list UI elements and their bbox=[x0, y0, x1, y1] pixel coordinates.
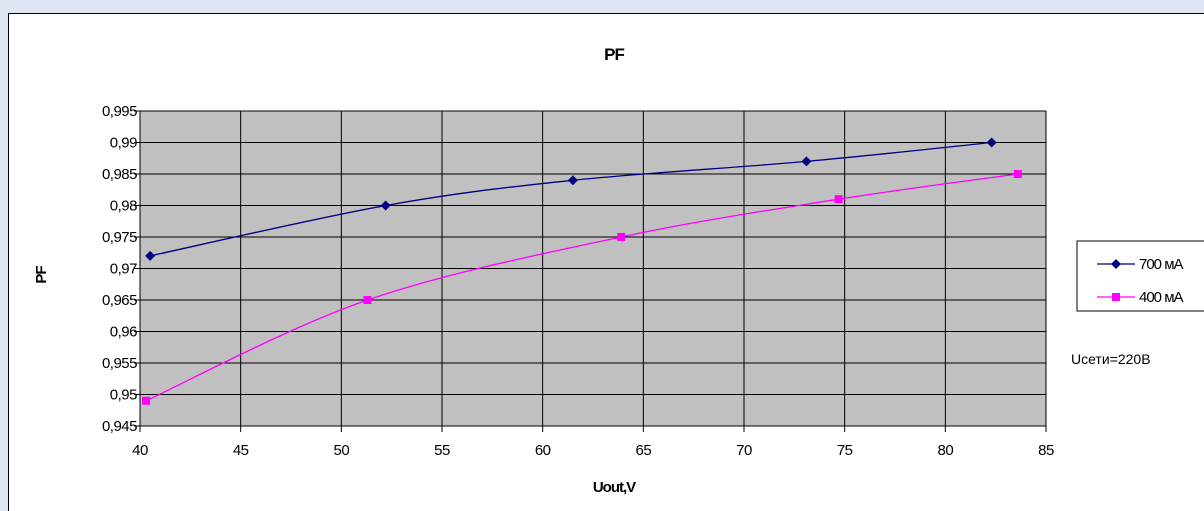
data-point bbox=[142, 396, 151, 405]
legend-label: 400 мА bbox=[1139, 289, 1184, 306]
y-tick-label: 0,99 bbox=[110, 135, 137, 152]
series-2 bbox=[142, 170, 1022, 405]
x-tick-label: 70 bbox=[736, 442, 752, 459]
y-tick-label: 0,955 bbox=[102, 355, 137, 372]
supply-voltage-note: Uсети=220В bbox=[1071, 351, 1151, 367]
chart-title: PF bbox=[604, 45, 624, 64]
x-tick-label: 60 bbox=[535, 442, 551, 459]
y-tick-label: 0,945 bbox=[102, 418, 137, 435]
y-tick-label: 0,97 bbox=[110, 261, 137, 278]
chart-container: 40 45 50 55 60 65 70 75 80 85 0,945 0,95 0,955 0,96 0,… bbox=[8, 13, 1204, 511]
legend-box bbox=[1076, 240, 1204, 312]
legend-items: 700 мА 400 мА bbox=[1097, 256, 1185, 306]
data-point bbox=[801, 156, 812, 167]
y-tick-label: 0,985 bbox=[102, 166, 137, 183]
x-tick-label: 75 bbox=[837, 442, 853, 459]
x-tick-label: 45 bbox=[233, 442, 249, 459]
y-tick-label: 0,98 bbox=[110, 198, 137, 215]
y-tick-label: 0,96 bbox=[110, 324, 137, 341]
x-axis-title: Uout,V bbox=[593, 479, 636, 496]
chart-svg: 40 45 50 55 60 65 70 75 80 85 0,945 0,95 0,955 0,96 0,… bbox=[33, 45, 1204, 496]
series-1 bbox=[145, 137, 997, 261]
data-point bbox=[617, 233, 626, 241]
data-point bbox=[1013, 170, 1022, 178]
x-tick-label: 85 bbox=[1038, 442, 1054, 459]
y-tick-label: 0,965 bbox=[102, 292, 137, 309]
y-axis-title: PF bbox=[33, 266, 50, 284]
axes bbox=[134, 110, 1047, 432]
legend: 700 мА 400 мА bbox=[1076, 240, 1204, 312]
x-tick-label: 50 bbox=[333, 442, 349, 459]
tick-labels: 40 45 50 55 60 65 70 75 80 85 0,945 0,95 0,955 0,96 0,… bbox=[102, 103, 1055, 459]
series-layer bbox=[142, 137, 1022, 405]
series-line bbox=[145, 173, 1018, 402]
data-point bbox=[145, 250, 156, 261]
x-tick-label: 80 bbox=[937, 442, 953, 459]
legend-label: 700 мА bbox=[1139, 256, 1184, 273]
data-point bbox=[834, 195, 843, 204]
legend-marker bbox=[1112, 293, 1120, 301]
x-tick-label: 40 bbox=[132, 442, 148, 459]
y-tick-label: 0,995 bbox=[102, 103, 137, 120]
y-tick-label: 0,95 bbox=[110, 387, 137, 404]
x-tick-label: 65 bbox=[635, 442, 651, 459]
data-point bbox=[363, 296, 372, 304]
data-point bbox=[567, 175, 578, 186]
data-point bbox=[380, 200, 391, 211]
x-tick-label: 55 bbox=[434, 442, 450, 459]
legend-marker bbox=[1111, 259, 1121, 269]
data-point bbox=[986, 137, 997, 148]
y-tick-label: 0,975 bbox=[102, 229, 137, 246]
